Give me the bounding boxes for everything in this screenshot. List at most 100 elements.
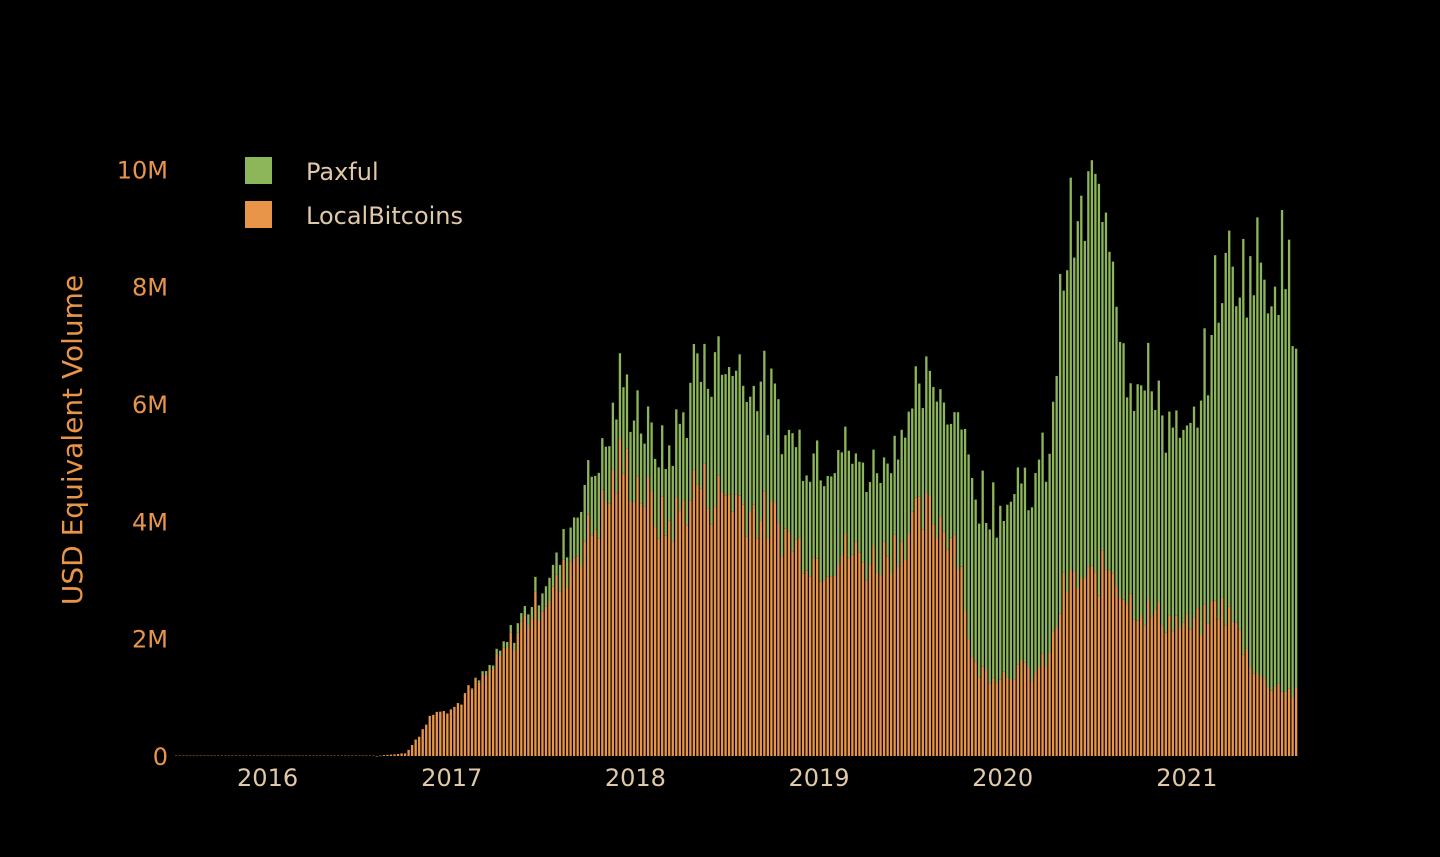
bar-paxful bbox=[632, 420, 636, 502]
bar-localbitcoins bbox=[446, 713, 449, 756]
bar-localbitcoins bbox=[1048, 652, 1051, 756]
bar-localbitcoins bbox=[1249, 666, 1252, 756]
bar-paxful bbox=[625, 374, 629, 449]
bar-localbitcoins bbox=[1164, 632, 1167, 756]
bar-localbitcoins bbox=[861, 562, 865, 756]
bar-paxful bbox=[1199, 400, 1203, 636]
bar-localbitcoins bbox=[393, 754, 396, 756]
bar-paxful bbox=[911, 408, 914, 512]
bar-paxful bbox=[548, 577, 551, 602]
bar-paxful bbox=[724, 374, 727, 496]
bar-paxful bbox=[907, 411, 910, 534]
bar-paxful bbox=[470, 688, 474, 690]
bar-paxful bbox=[657, 467, 660, 539]
bar-paxful bbox=[646, 406, 650, 477]
bar-localbitcoins bbox=[315, 755, 319, 756]
bar-paxful bbox=[1235, 306, 1238, 623]
bar-localbitcoins bbox=[1203, 604, 1206, 756]
bar-localbitcoins bbox=[428, 715, 431, 756]
bar-paxful bbox=[840, 452, 843, 556]
bar-paxful bbox=[1206, 395, 1210, 624]
bar-localbitcoins bbox=[294, 755, 298, 756]
y-axis-label: USD Equivalent Volume bbox=[56, 275, 89, 605]
bar-localbitcoins bbox=[231, 755, 234, 756]
legend: Paxful LocalBitcoins bbox=[245, 157, 463, 230]
bar-paxful bbox=[580, 511, 583, 567]
bar-paxful bbox=[745, 401, 748, 537]
bar-paxful bbox=[1125, 397, 1129, 605]
bar-localbitcoins bbox=[837, 564, 840, 756]
bar-localbitcoins bbox=[1027, 667, 1030, 756]
bar-localbitcoins bbox=[1210, 601, 1213, 756]
bar-localbitcoins bbox=[277, 755, 280, 756]
bar-paxful bbox=[527, 614, 530, 627]
bar-paxful bbox=[1140, 385, 1143, 616]
bar-localbitcoins bbox=[953, 534, 956, 756]
bar-localbitcoins bbox=[541, 611, 544, 756]
bar-paxful bbox=[523, 606, 526, 616]
bar-paxful bbox=[1256, 217, 1259, 674]
bar-localbitcoins bbox=[361, 755, 364, 756]
bar-paxful bbox=[1287, 239, 1291, 689]
bar-paxful bbox=[999, 505, 1002, 680]
bar-localbitcoins bbox=[668, 520, 671, 756]
bar-paxful bbox=[886, 463, 889, 557]
bar-paxful bbox=[801, 480, 805, 574]
bar-paxful bbox=[1147, 342, 1150, 601]
bar-paxful bbox=[1136, 384, 1139, 621]
y-tick-label: 0 bbox=[153, 743, 168, 771]
bar-paxful bbox=[569, 527, 572, 562]
bar-localbitcoins bbox=[182, 755, 185, 756]
bar-paxful bbox=[1178, 437, 1182, 629]
bar-localbitcoins bbox=[1094, 572, 1097, 756]
bar-localbitcoins bbox=[671, 541, 674, 756]
bar-paxful bbox=[1030, 507, 1034, 681]
bar-localbitcoins bbox=[830, 576, 833, 756]
bar-paxful bbox=[643, 443, 646, 507]
bar-localbitcoins bbox=[727, 494, 731, 756]
bar-localbitcoins bbox=[889, 573, 893, 756]
bar-paxful bbox=[1228, 230, 1231, 607]
bar-paxful bbox=[738, 354, 741, 496]
bar-paxful bbox=[1006, 504, 1009, 678]
bar-localbitcoins bbox=[752, 504, 755, 756]
bar-paxful bbox=[1062, 290, 1065, 573]
bar-localbitcoins bbox=[844, 533, 847, 756]
bar-paxful bbox=[791, 433, 794, 552]
bar-paxful bbox=[914, 366, 917, 498]
bar-localbitcoins bbox=[389, 754, 393, 756]
bar-paxful bbox=[1284, 289, 1287, 692]
bar-localbitcoins bbox=[558, 591, 562, 756]
bar-localbitcoins bbox=[703, 463, 706, 756]
bar-localbitcoins bbox=[784, 528, 787, 756]
bar-localbitcoins bbox=[826, 576, 829, 756]
bar-localbitcoins bbox=[946, 549, 949, 756]
bar-localbitcoins bbox=[960, 566, 963, 756]
bar-localbitcoins bbox=[562, 559, 565, 756]
bar-paxful bbox=[1217, 322, 1220, 620]
bar-localbitcoins bbox=[1118, 597, 1122, 756]
bar-localbitcoins bbox=[189, 755, 192, 756]
bar-paxful bbox=[1245, 317, 1248, 649]
bar-localbitcoins bbox=[1196, 608, 1199, 756]
bar-localbitcoins bbox=[639, 503, 643, 756]
y-tick-label: 8M bbox=[132, 274, 168, 302]
bar-localbitcoins bbox=[1023, 662, 1027, 756]
bar-localbitcoins bbox=[467, 685, 470, 756]
bar-paxful bbox=[1291, 346, 1294, 698]
bar-paxful bbox=[1016, 467, 1020, 665]
bar-localbitcoins bbox=[1002, 671, 1005, 756]
y-tick-label: 10M bbox=[117, 156, 168, 184]
bar-paxful bbox=[1143, 390, 1146, 626]
bar-paxful bbox=[1210, 334, 1213, 602]
bar-paxful bbox=[974, 499, 977, 662]
bar-paxful bbox=[847, 450, 851, 559]
bar-localbitcoins bbox=[368, 755, 372, 756]
bar-paxful bbox=[942, 402, 946, 532]
bar-localbitcoins bbox=[1066, 592, 1069, 756]
bar-localbitcoins bbox=[1147, 600, 1150, 756]
bar-localbitcoins bbox=[974, 661, 977, 756]
bar-localbitcoins bbox=[386, 754, 389, 756]
bar-localbitcoins bbox=[970, 656, 974, 756]
bar-paxful bbox=[509, 625, 512, 633]
